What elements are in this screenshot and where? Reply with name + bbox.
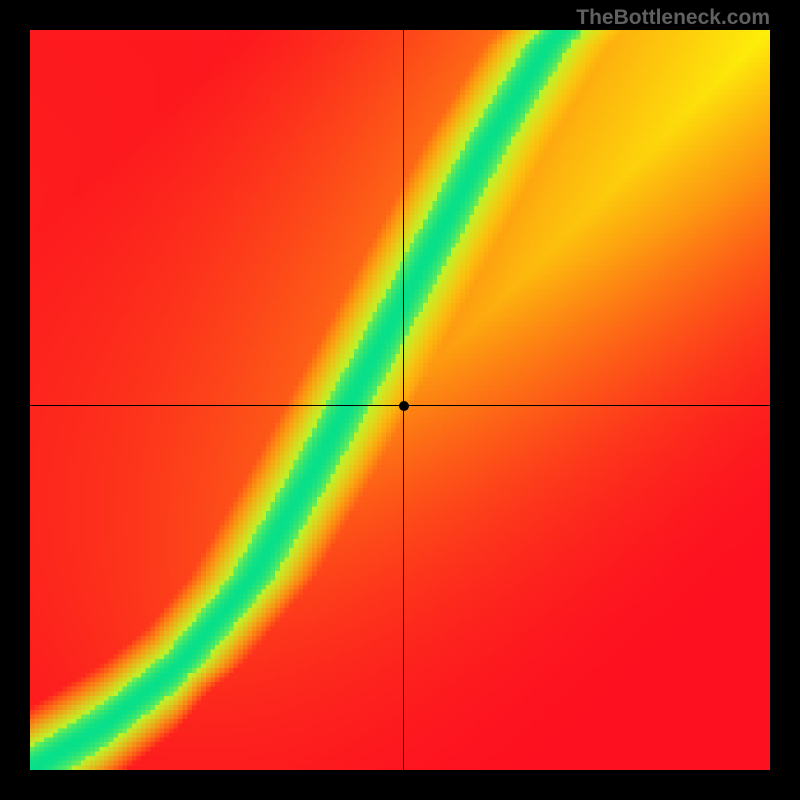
chart-container: TheBottleneck.com <box>0 0 800 800</box>
heatmap-canvas <box>30 30 770 770</box>
data-point-marker <box>399 401 409 411</box>
watermark-text: TheBottleneck.com <box>576 6 770 30</box>
